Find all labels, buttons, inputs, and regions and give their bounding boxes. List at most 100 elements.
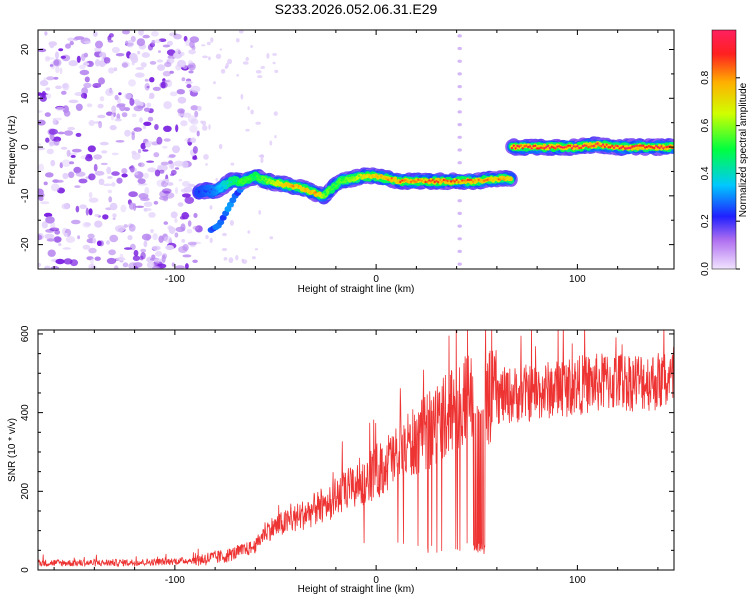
- noise-speckle: [189, 124, 198, 133]
- signal-track-blob: [536, 147, 539, 150]
- noise-speckle: [128, 224, 136, 232]
- signal-track-blob: [543, 147, 546, 150]
- noise-speckle: [179, 51, 185, 57]
- signal-track-blob: [618, 147, 621, 150]
- signal-track-blob: [223, 185, 226, 189]
- noise-speckle: [255, 70, 262, 74]
- signal-track-blob: [320, 195, 323, 198]
- signal-track-blob: [256, 174, 259, 178]
- signal-track-blob: [640, 144, 643, 147]
- noise-speckle: [184, 196, 195, 204]
- noise-speckle: [245, 57, 249, 61]
- noise-speckle: [185, 39, 191, 47]
- noise-speckle: [247, 106, 250, 111]
- signal-track-blob: [375, 174, 378, 177]
- spectrogram-y-tick-label: 0: [20, 144, 31, 150]
- signal-track-blob: [221, 186, 224, 189]
- signal-track-blob: [440, 180, 444, 183]
- colorbar-tick-label: 0.0: [700, 262, 711, 276]
- signal-track-blob: [561, 146, 564, 149]
- noise-speckle: [181, 77, 186, 82]
- noise-speckle: [70, 154, 76, 158]
- signal-track-blob: [304, 187, 307, 191]
- signal-track-blob: [422, 181, 425, 184]
- signal-track-blob: [627, 146, 630, 150]
- artifact-dot: [457, 148, 462, 152]
- signal-track-blob: [368, 175, 371, 178]
- signal-track-blob: [576, 144, 579, 148]
- noise-speckle: [98, 60, 106, 67]
- noise-speckle: [50, 222, 56, 230]
- signal-track-blob: [424, 180, 427, 184]
- noise-speckle: [164, 61, 172, 68]
- noise-speckle: [55, 258, 65, 265]
- noise-speckle: [88, 120, 95, 126]
- noise-speckle: [196, 130, 200, 137]
- signal-track-blob: [245, 179, 248, 182]
- signal-track-blob: [380, 174, 383, 178]
- signal-track-blob: [473, 178, 476, 182]
- noise-speckle: [45, 172, 54, 178]
- noise-speckle: [201, 44, 206, 47]
- noise-speckle: [88, 192, 93, 198]
- noise-speckle: [86, 103, 93, 108]
- noise-speckle: [205, 163, 208, 166]
- noise-speckle: [86, 60, 94, 68]
- artifact-dot: [457, 59, 462, 63]
- noise-speckle: [74, 185, 81, 189]
- signal-track-blob: [537, 147, 541, 150]
- signal-track-blob: [634, 144, 638, 147]
- noise-speckle: [158, 50, 161, 53]
- noise-speckle: [98, 178, 105, 185]
- noise-speckle: [87, 233, 95, 239]
- signal-track-blob: [601, 143, 605, 146]
- signal-track-blob: [334, 182, 337, 186]
- noise-speckle: [251, 256, 256, 260]
- noise-speckle: [266, 53, 270, 59]
- signal-track-blob: [479, 179, 482, 183]
- noise-speckle: [38, 163, 45, 172]
- noise-speckle: [106, 240, 110, 245]
- signal-track-blob: [228, 181, 231, 184]
- noise-speckle: [186, 83, 192, 89]
- signal-track-blob: [574, 145, 577, 148]
- signal-track-blob: [338, 180, 341, 184]
- signal-track-blob: [516, 144, 519, 148]
- noise-speckle: [108, 33, 114, 38]
- signal-track-blob: [230, 180, 233, 184]
- noise-speckle: [269, 140, 273, 146]
- snr-y-tick-label: 400: [20, 404, 31, 421]
- noise-speckle: [176, 59, 187, 68]
- signal-track-blob: [250, 175, 253, 178]
- signal-track-blob: [233, 179, 236, 182]
- noise-speckle: [181, 212, 189, 220]
- signal-track-blob: [501, 176, 504, 179]
- noise-speckle: [170, 211, 178, 219]
- signal-track-blob: [483, 179, 486, 182]
- noise-speckle: [55, 51, 59, 60]
- artifact-dot: [457, 85, 462, 89]
- noise-speckle: [205, 234, 209, 240]
- snr-x-tick-label: -100: [165, 575, 185, 586]
- snr-y-tick-label: 200: [20, 483, 31, 500]
- noise-speckle: [130, 35, 136, 43]
- noise-speckle: [79, 69, 90, 76]
- noise-speckle: [137, 50, 141, 55]
- spectrogram-y-tick-label: -10: [20, 188, 31, 203]
- noise-speckle: [78, 178, 88, 184]
- signal-track-blob: [548, 147, 552, 150]
- noise-speckle: [92, 83, 102, 88]
- signal-track-blob: [510, 146, 514, 150]
- noise-speckle: [140, 142, 146, 150]
- noise-speckle: [38, 143, 42, 146]
- noise-speckle: [181, 160, 189, 169]
- signal-track-blob: [484, 179, 487, 182]
- noise-speckle: [97, 114, 106, 119]
- signal-track-blob: [297, 185, 300, 188]
- signal-track-blob: [428, 179, 431, 182]
- artifact-dot: [457, 46, 462, 51]
- noise-speckle: [94, 213, 100, 217]
- signal-track-blob: [444, 178, 447, 182]
- signal-track-blob: [275, 181, 278, 184]
